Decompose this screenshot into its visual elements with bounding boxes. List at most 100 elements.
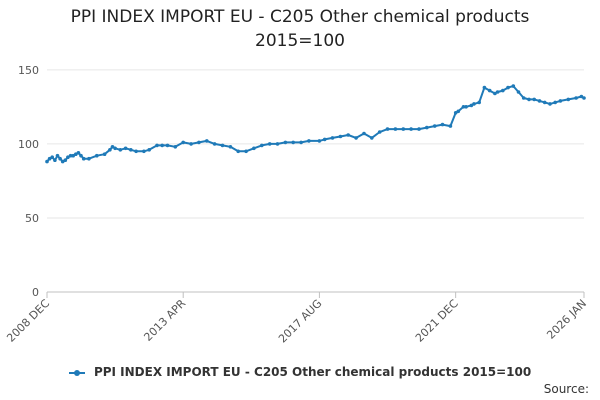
data-point[interactable] <box>155 143 159 148</box>
data-point[interactable] <box>469 103 474 108</box>
data-point[interactable] <box>228 145 233 149</box>
data-point[interactable] <box>267 142 272 146</box>
data-point[interactable] <box>409 127 413 131</box>
y-axis-ticks: 0 50 100 150 <box>18 64 39 299</box>
data-point[interactable] <box>102 152 107 156</box>
data-point[interactable] <box>118 148 123 152</box>
data-point[interactable] <box>220 143 225 148</box>
data-point[interactable] <box>108 148 112 152</box>
data-point[interactable] <box>205 139 209 143</box>
data-point[interactable] <box>307 139 311 143</box>
data-point[interactable] <box>142 149 146 154</box>
y-tick-label: 0 <box>32 286 39 299</box>
data-point[interactable] <box>354 136 358 140</box>
data-point[interactable] <box>76 151 81 155</box>
data-point[interactable] <box>566 97 571 102</box>
data-point[interactable] <box>160 143 164 148</box>
data-point[interactable] <box>425 125 429 130</box>
data-point[interactable] <box>330 136 335 140</box>
data-point[interactable] <box>260 143 264 148</box>
legend[interactable]: PPI INDEX IMPORT EU - C205 Other chemica… <box>0 365 600 379</box>
data-point[interactable] <box>537 99 542 103</box>
data-point[interactable] <box>123 146 128 151</box>
data-point[interactable] <box>317 139 322 143</box>
data-point[interactable] <box>181 140 185 145</box>
data-point[interactable] <box>95 153 99 158</box>
y-tick-label: 100 <box>18 138 39 151</box>
data-point[interactable] <box>385 127 390 131</box>
data-point[interactable] <box>527 97 531 102</box>
data-point[interactable] <box>291 140 296 145</box>
data-point[interactable] <box>79 153 83 158</box>
data-point[interactable] <box>58 156 62 161</box>
data-point[interactable] <box>579 94 584 99</box>
data-point[interactable] <box>236 149 240 154</box>
data-point[interactable] <box>574 96 578 100</box>
data-point[interactable] <box>456 109 461 114</box>
data-point[interactable] <box>432 124 437 128</box>
data-point[interactable] <box>532 97 536 102</box>
data-point[interactable] <box>558 99 563 103</box>
data-point[interactable] <box>542 100 547 105</box>
data-point[interactable] <box>63 158 68 162</box>
data-point[interactable] <box>87 156 91 161</box>
data-point[interactable] <box>68 153 73 158</box>
data-point[interactable] <box>147 148 151 152</box>
data-point[interactable] <box>275 142 280 146</box>
data-point[interactable] <box>47 156 52 161</box>
data-point[interactable] <box>81 156 86 161</box>
data-point[interactable] <box>113 146 117 151</box>
data-point[interactable] <box>134 149 138 154</box>
data-point[interactable] <box>461 105 466 109</box>
data-point[interactable] <box>252 146 256 151</box>
data-point[interactable] <box>506 85 510 90</box>
data-point[interactable] <box>472 102 476 106</box>
data-point[interactable] <box>393 127 398 131</box>
data-point[interactable] <box>516 90 521 94</box>
data-point[interactable] <box>338 134 343 139</box>
data-point[interactable] <box>283 140 288 145</box>
data-point[interactable] <box>493 91 497 96</box>
x-tick-label: 2017 AUG <box>276 297 325 346</box>
data-point[interactable] <box>477 100 482 105</box>
data-point[interactable] <box>453 111 458 115</box>
data-point[interactable] <box>50 155 54 159</box>
data-point[interactable] <box>45 159 49 164</box>
data-point[interactable] <box>548 102 552 106</box>
data-point[interactable] <box>299 140 303 145</box>
data-point[interactable] <box>370 136 374 140</box>
data-point[interactable] <box>448 124 453 128</box>
data-point[interactable] <box>501 88 505 93</box>
data-point[interactable] <box>110 145 115 149</box>
data-point[interactable] <box>582 96 586 100</box>
data-point[interactable] <box>53 158 57 162</box>
data-point[interactable] <box>66 155 70 159</box>
data-point[interactable] <box>71 153 75 158</box>
x-axis-ticks: 2008 DEC 2013 APR 2017 AUG 2021 DEC 2026 JAN <box>4 292 589 345</box>
data-point[interactable] <box>487 88 492 93</box>
data-point[interactable] <box>212 142 217 146</box>
data-point[interactable] <box>401 127 406 131</box>
data-point[interactable] <box>521 96 526 100</box>
data-point[interactable] <box>511 84 516 88</box>
data-point[interactable] <box>189 142 193 146</box>
data-point[interactable] <box>440 122 445 127</box>
series-line[interactable] <box>46 85 585 163</box>
data-point[interactable] <box>55 153 60 158</box>
data-point[interactable] <box>346 133 351 137</box>
data-point[interactable] <box>417 127 421 131</box>
data-point[interactable] <box>322 137 327 142</box>
x-tick-label: 2008 DEC <box>4 297 52 345</box>
data-point[interactable] <box>377 130 382 134</box>
data-point[interactable] <box>165 143 170 148</box>
chart-title: PPI INDEX IMPORT EU - C205 Other chemica… <box>0 5 600 53</box>
data-point[interactable] <box>362 131 366 136</box>
data-point[interactable] <box>464 105 468 109</box>
data-point[interactable] <box>173 145 178 149</box>
data-point[interactable] <box>495 90 500 94</box>
data-point[interactable] <box>244 149 248 154</box>
data-point[interactable] <box>197 140 201 145</box>
data-point[interactable] <box>553 100 557 105</box>
data-point[interactable] <box>129 148 133 152</box>
data-point[interactable] <box>482 85 487 90</box>
